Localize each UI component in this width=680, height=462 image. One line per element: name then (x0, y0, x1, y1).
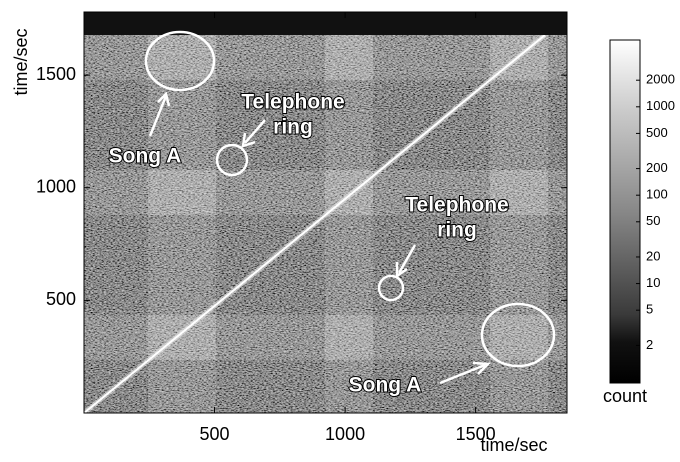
annotation-text: Song A (349, 374, 422, 397)
colorbar-tick-label: 20 (646, 248, 660, 263)
annotation-text: Telephone (241, 91, 344, 114)
colorbar-tick-label: 1000 (646, 98, 675, 113)
x-axis-label: time/sec (480, 435, 547, 455)
annotation-text: Song A (109, 145, 182, 168)
annotation-shapes (144, 30, 556, 385)
y-axis-label: time/sec (11, 28, 31, 95)
colorbar-tick-label: 10 (646, 275, 660, 290)
colorbar-tick-label: 500 (646, 125, 668, 140)
annotation-text: ring (437, 219, 477, 242)
colorbar (609, 39, 641, 384)
plot-frame (83, 11, 568, 414)
colorbar-tick-label: 100 (646, 187, 668, 202)
annotation-text: Telephone (405, 194, 508, 217)
y-tick-label: 1000 (36, 176, 76, 196)
x-tick-label: 1000 (325, 424, 365, 444)
colorbar-label: count (603, 386, 647, 406)
x-tick-label: 500 (200, 424, 230, 444)
y-tick-label: 1500 (36, 64, 76, 84)
annotation-text: ring (273, 116, 313, 139)
x-tick-label: 1500 (456, 424, 496, 444)
colorbar-tick-label: 2 (646, 337, 653, 352)
colorbar-tick-label: 50 (646, 213, 660, 228)
heatmap-image (84, 12, 567, 413)
y-tick-label: 500 (46, 289, 76, 309)
colorbar-tick-label: 5 (646, 302, 653, 317)
colorbar-tick-label: 2000 (646, 72, 675, 87)
colorbar-tick-label: 200 (646, 160, 668, 175)
